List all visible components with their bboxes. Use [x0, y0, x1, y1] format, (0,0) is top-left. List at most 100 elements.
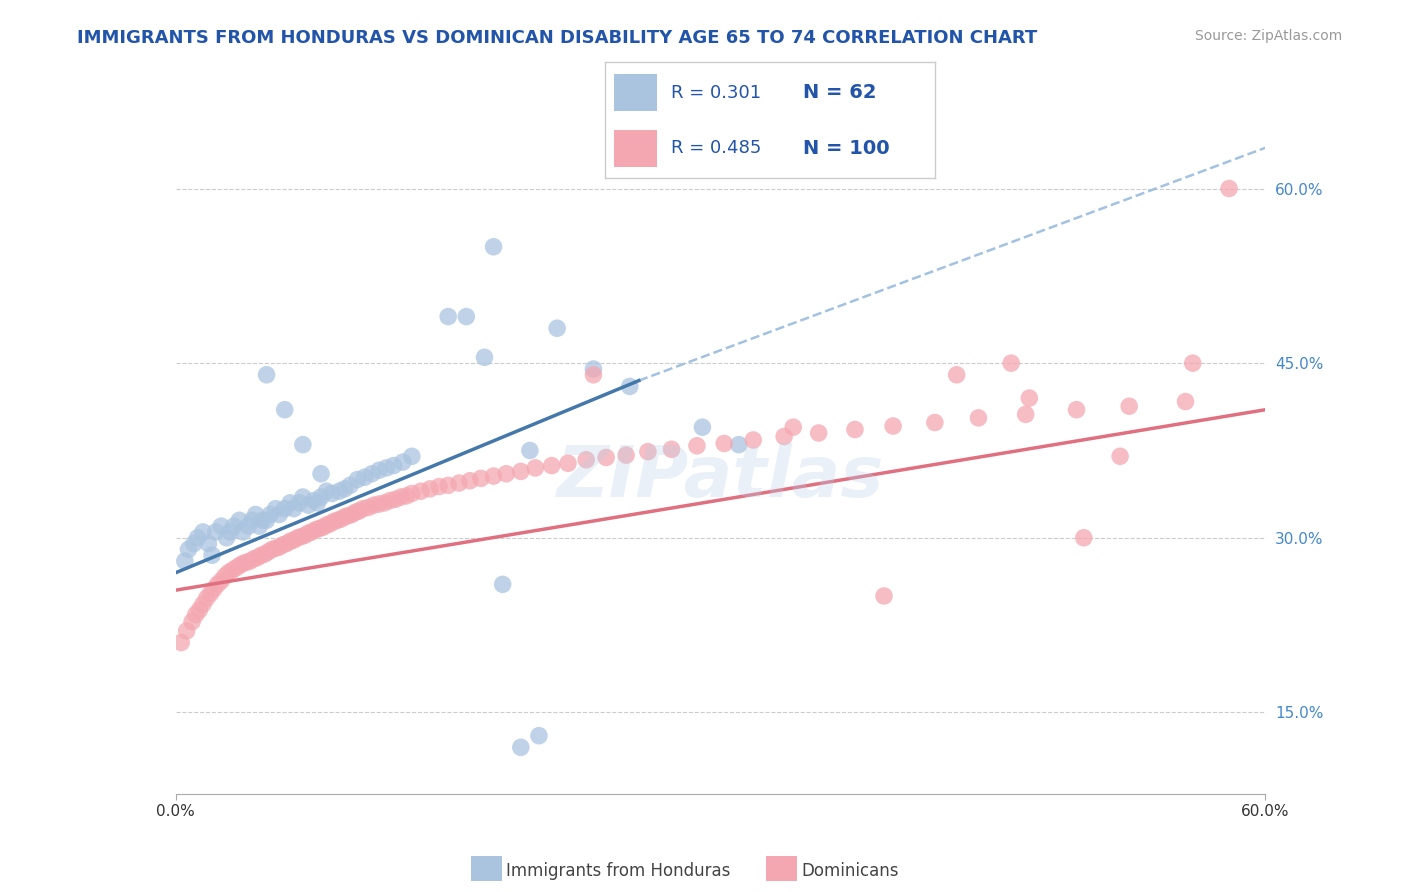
Point	[304, 523, 326, 537]
Point	[540, 458, 562, 473]
Point	[225, 561, 247, 575]
Point	[427, 479, 450, 493]
Point	[419, 482, 441, 496]
Point	[287, 531, 309, 545]
Point	[264, 501, 287, 516]
Point	[661, 442, 683, 457]
Point	[291, 437, 314, 451]
Point	[482, 240, 505, 254]
Point	[312, 520, 335, 534]
Point	[357, 500, 380, 515]
Point	[456, 310, 478, 324]
Point	[278, 496, 301, 510]
Point	[326, 513, 349, 527]
Point	[176, 624, 198, 638]
Point	[183, 536, 205, 550]
Point	[363, 498, 385, 512]
Point	[474, 351, 496, 365]
Point	[360, 467, 382, 481]
Point	[582, 362, 605, 376]
Point	[256, 368, 278, 382]
Point	[492, 577, 515, 591]
Point	[575, 452, 598, 467]
Point	[184, 607, 207, 622]
Point	[297, 526, 319, 541]
Point	[437, 310, 460, 324]
Point	[202, 582, 225, 596]
Point	[219, 524, 242, 539]
Point	[274, 402, 297, 417]
Point	[260, 542, 283, 557]
FancyBboxPatch shape	[614, 129, 658, 167]
Point	[352, 501, 374, 516]
Point	[283, 501, 305, 516]
Point	[195, 591, 218, 606]
Point	[221, 563, 243, 577]
Point	[375, 461, 398, 475]
Point	[519, 443, 541, 458]
Point	[873, 589, 896, 603]
Point	[782, 420, 804, 434]
Point	[742, 433, 765, 447]
Point	[401, 450, 423, 464]
Point	[686, 439, 709, 453]
Point	[214, 569, 236, 583]
Point	[333, 509, 356, 524]
Point	[204, 524, 226, 539]
Point	[344, 505, 367, 519]
Point	[283, 533, 305, 547]
Point	[271, 538, 294, 552]
Point	[294, 528, 316, 542]
Point	[232, 524, 254, 539]
Point	[346, 473, 368, 487]
Point	[382, 458, 405, 473]
Point	[247, 519, 270, 533]
Point	[252, 513, 274, 527]
Text: N = 100: N = 100	[803, 139, 890, 158]
Point	[191, 524, 214, 539]
Point	[437, 478, 460, 492]
Point	[274, 501, 297, 516]
Point	[297, 498, 319, 512]
Point	[315, 484, 337, 499]
Point	[197, 536, 219, 550]
Point	[458, 474, 481, 488]
Point	[288, 496, 311, 510]
Point	[1000, 356, 1022, 370]
Point	[401, 486, 423, 500]
Point	[186, 531, 209, 545]
Point	[391, 455, 413, 469]
Point	[727, 437, 749, 451]
Point	[330, 512, 353, 526]
Point	[201, 548, 224, 562]
Point	[228, 558, 250, 573]
Point	[177, 542, 200, 557]
Point	[222, 519, 245, 533]
Text: ZIPatlas: ZIPatlas	[557, 443, 884, 512]
Point	[322, 515, 344, 529]
Point	[235, 555, 257, 569]
Point	[246, 550, 269, 565]
Point	[1066, 402, 1088, 417]
Text: N = 62: N = 62	[803, 83, 876, 102]
Point	[347, 504, 370, 518]
Point	[321, 486, 343, 500]
Point	[1218, 181, 1240, 195]
Point	[967, 410, 990, 425]
Point	[181, 615, 204, 629]
Point	[340, 508, 363, 522]
Point	[595, 450, 617, 465]
Point	[259, 508, 281, 522]
Point	[215, 531, 238, 545]
Text: IMMIGRANTS FROM HONDURAS VS DOMINICAN DISABILITY AGE 65 TO 74 CORRELATION CHART: IMMIGRANTS FROM HONDURAS VS DOMINICAN DI…	[77, 29, 1038, 47]
Point	[278, 534, 301, 549]
Point	[395, 489, 418, 503]
Point	[315, 518, 337, 533]
Point	[368, 497, 391, 511]
Point	[1109, 450, 1132, 464]
Point	[524, 461, 547, 475]
Point	[290, 530, 312, 544]
Point	[692, 420, 714, 434]
Point	[495, 467, 517, 481]
Point	[1118, 399, 1140, 413]
